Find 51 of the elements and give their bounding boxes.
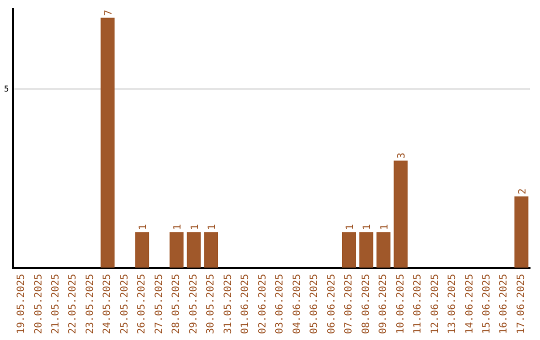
bar [376,232,390,268]
bar [342,232,356,268]
x-tick-label: 26.05.2025 [136,274,148,334]
bar [100,18,115,268]
bar [204,232,218,268]
bar [359,232,374,268]
x-tick-label: 29.05.2025 [188,274,200,334]
bar [186,232,201,268]
x-tick-label: 01.06.2025 [240,274,252,334]
x-tick-label: 21.05.2025 [50,274,62,334]
x-tick-label: 24.05.2025 [102,274,114,334]
x-tick-label: 08.06.2025 [360,274,372,334]
x-tick-label: 10.06.2025 [395,274,406,334]
x-tick-label: 16.06.2025 [498,274,510,334]
x-tick-label: 14.06.2025 [464,274,476,334]
data-label: 1 [362,224,374,230]
data-label: 1 [379,224,390,230]
x-tick-label: 23.05.2025 [84,274,96,334]
x-tick-label: 20.05.2025 [33,274,44,334]
data-label: 3 [396,152,408,159]
x-tick-label: 05.06.2025 [309,274,320,334]
x-tick-label: 12.06.2025 [430,274,441,334]
data-label: 1 [172,224,184,230]
bar [135,232,150,268]
x-tick-label: 30.05.2025 [206,274,217,334]
x-tick-label: 15.06.2025 [481,274,492,334]
data-label: 2 [517,188,528,194]
x-tick-label: 04.06.2025 [292,274,303,334]
bar [394,160,408,268]
x-tick-label: 22.05.2025 [68,274,79,334]
x-tick-label: 28.05.2025 [171,274,182,334]
data-label: 1 [138,224,150,230]
bar [514,196,528,268]
x-tick-label: 02.06.2025 [257,274,268,334]
x-tick-label: 13.06.2025 [447,274,458,334]
x-tick-label: 19.05.2025 [16,274,28,334]
x-tick-label: 27.05.2025 [154,274,165,334]
x-tick-label: 11.06.2025 [412,274,424,334]
x-tick-label: 06.06.2025 [326,274,338,334]
data-label: 7 [104,10,115,16]
x-tick-label: 25.05.2025 [119,274,130,334]
x-tick-label: 17.06.2025 [516,274,527,334]
x-tick-label: 09.06.2025 [378,274,390,334]
x-tick-label: 07.06.2025 [344,274,355,334]
data-label: 1 [344,224,356,230]
data-label: 1 [190,224,201,230]
bar [170,232,184,268]
x-tick-label: 03.06.2025 [274,274,286,334]
data-label: 1 [207,224,218,230]
y-tick-label: 5 [4,84,9,94]
x-tick-label: 31.05.2025 [222,274,234,334]
